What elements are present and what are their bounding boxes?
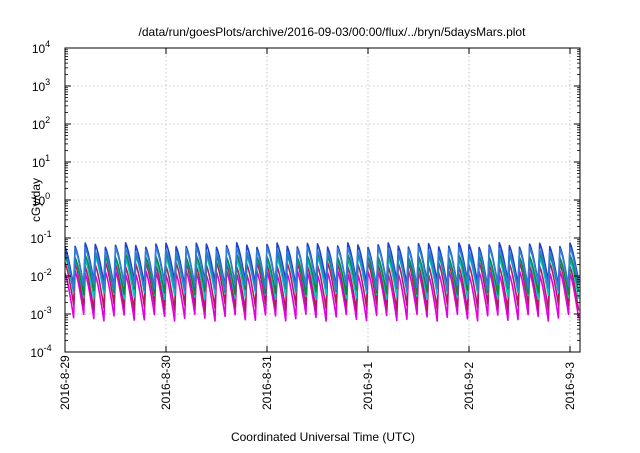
y-tick-label: 100 (32, 191, 50, 208)
y-tick-base: 10 (30, 346, 44, 360)
x-tick-label: 2016-9-2 (462, 362, 476, 410)
y-tick-exponent: 3 (45, 77, 50, 87)
y-tick-base: 10 (30, 270, 44, 284)
y-tick-label: 101 (32, 153, 50, 170)
series-group (64, 242, 580, 322)
y-tick-exponent: -1 (44, 229, 52, 239)
axis-ticks: 10-410-310-210-11001011021031042016-8-29… (30, 39, 580, 410)
x-tick-label: 2016-8-31 (260, 355, 274, 410)
y-tick-exponent: 4 (45, 39, 50, 49)
y-tick-exponent: -3 (44, 305, 52, 315)
y-tick-label: 102 (32, 115, 50, 132)
y-tick-exponent: -4 (44, 343, 52, 353)
series-line (64, 269, 580, 322)
y-tick-label: 10-2 (30, 267, 51, 284)
x-tick-label: 2016-9-3 (563, 362, 577, 410)
y-tick-label: 104 (32, 39, 50, 56)
y-tick-label: 10-4 (30, 343, 51, 360)
y-tick-exponent: 2 (45, 115, 50, 125)
y-tick-label: 10-1 (30, 229, 51, 246)
y-tick-base: 10 (32, 118, 46, 132)
x-tick-label: 2016-9-1 (361, 362, 375, 410)
chart-title: /data/run/goesPlots/archive/2016-09-03/0… (139, 25, 527, 39)
y-tick-base: 10 (32, 194, 46, 208)
x-axis-label: Coordinated Universal Time (UTC) (231, 430, 415, 444)
series-line (64, 261, 580, 312)
x-tick-label: 2016-8-29 (58, 355, 72, 410)
series-line (64, 246, 580, 292)
y-axis-label: cGy/day (29, 178, 43, 222)
y-tick-base: 10 (32, 80, 46, 94)
y-tick-exponent: 1 (45, 153, 50, 163)
y-tick-base: 10 (32, 156, 46, 170)
y-tick-exponent: -2 (44, 267, 52, 277)
y-tick-base: 10 (30, 308, 44, 322)
y-tick-label: 10-3 (30, 305, 51, 322)
y-tick-exponent: 0 (45, 191, 50, 201)
y-tick-base: 10 (30, 232, 44, 246)
y-tick-base: 10 (32, 42, 46, 56)
x-tick-label: 2016-8-30 (159, 355, 173, 410)
y-tick-label: 103 (32, 77, 50, 94)
